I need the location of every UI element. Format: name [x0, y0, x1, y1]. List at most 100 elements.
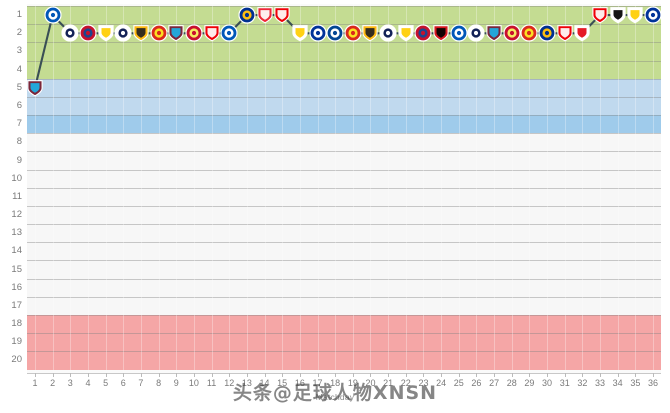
opponent-crest-icon[interactable]: [256, 7, 273, 24]
x-tick-label: 32: [577, 378, 588, 388]
gridline-h: [27, 315, 661, 316]
x-tick-label: 35: [630, 378, 641, 388]
gridline-v: [176, 4, 177, 373]
x-tick-label: 24: [436, 378, 447, 388]
gridline-h: [27, 206, 661, 207]
opponent-crest-icon[interactable]: [326, 24, 344, 42]
y-tick-label: 1: [16, 9, 22, 21]
y-tick-label: 9: [16, 154, 22, 166]
gridline-v: [159, 4, 160, 373]
gridline-v: [141, 4, 142, 373]
opponent-crest-icon[interactable]: [414, 24, 432, 42]
x-tick-label: 27: [489, 378, 500, 388]
gridline-v: [318, 4, 319, 373]
gridline-h: [27, 151, 661, 152]
opponent-crest-icon[interactable]: [61, 24, 79, 42]
x-axis: 1 2 3 4 5 6 7 8 9 10 11 12 13 14 15 16 17 18 19 20 21 22 23 24 2…: [27, 373, 661, 393]
opponent-crest-icon[interactable]: [132, 25, 149, 42]
gridline-h: [27, 260, 661, 261]
opponent-crest-icon[interactable]: [520, 24, 538, 42]
opponent-crest-icon[interactable]: [556, 25, 573, 42]
opponent-crest-icon[interactable]: [220, 24, 238, 42]
opponent-crest-icon[interactable]: [433, 25, 450, 42]
x-tick-mark: [282, 373, 283, 377]
x-tick-mark: [494, 373, 495, 377]
opponent-crest-icon[interactable]: [291, 25, 308, 42]
gridline-v: [547, 4, 548, 373]
gridline-h: [27, 188, 661, 189]
x-tick-label: 22: [400, 378, 411, 388]
opponent-crest-icon[interactable]: [467, 24, 485, 42]
opponent-crest-icon[interactable]: [344, 24, 362, 42]
x-tick-mark: [247, 373, 248, 377]
opponent-crest-icon[interactable]: [274, 7, 291, 24]
gridline-h: [27, 224, 661, 225]
x-tick-label: 13: [241, 378, 252, 388]
opponent-crest-icon[interactable]: [44, 6, 62, 24]
opponent-crest-icon[interactable]: [185, 24, 203, 42]
y-tick-label: 15: [11, 263, 22, 275]
zone-band-mid-table: [27, 133, 661, 315]
opponent-crest-icon[interactable]: [592, 7, 609, 24]
x-tick-mark: [141, 373, 142, 377]
opponent-crest-icon[interactable]: [238, 6, 256, 24]
opponent-crest-icon[interactable]: [397, 25, 414, 42]
opponent-crest-icon[interactable]: [203, 25, 220, 42]
gridline-v: [282, 4, 283, 373]
opponent-crest-icon[interactable]: [150, 24, 168, 42]
x-tick-label: 26: [471, 378, 482, 388]
x-tick-mark: [318, 373, 319, 377]
gridline-v: [512, 4, 513, 373]
x-tick-mark: [265, 373, 266, 377]
y-tick-label: 6: [16, 99, 22, 111]
gridline-v: [88, 4, 89, 373]
opponent-crest-icon[interactable]: [79, 24, 97, 42]
opponent-crest-icon[interactable]: [644, 6, 662, 24]
x-tick-label: 23: [418, 378, 429, 388]
x-tick-mark: [459, 373, 460, 377]
opponent-crest-icon[interactable]: [609, 7, 626, 24]
opponent-crest-icon[interactable]: [114, 24, 132, 42]
x-tick-mark: [194, 373, 195, 377]
x-tick-mark: [600, 373, 601, 377]
y-tick-label: 10: [11, 172, 22, 184]
y-tick-label: 20: [11, 354, 22, 366]
y-tick-label: 13: [11, 227, 22, 239]
x-tick-label: 25: [453, 378, 464, 388]
opponent-crest-icon[interactable]: [97, 25, 114, 42]
y-tick-label: 17: [11, 299, 22, 311]
y-tick-label: 18: [11, 318, 22, 330]
gridline-v: [123, 4, 124, 373]
opponent-crest-icon[interactable]: [27, 79, 44, 97]
y-tick-label: 11: [12, 190, 22, 202]
y-tick-label: 5: [16, 81, 22, 93]
gridline-v: [70, 4, 71, 373]
x-tick-mark: [300, 373, 301, 377]
opponent-crest-icon[interactable]: [627, 7, 644, 24]
gridline-v: [618, 4, 619, 373]
x-tick-label: 16: [294, 378, 305, 388]
x-tick-mark: [441, 373, 442, 377]
opponent-crest-icon[interactable]: [538, 24, 556, 42]
opponent-crest-icon[interactable]: [362, 25, 379, 42]
x-tick-mark: [388, 373, 389, 377]
opponent-crest-icon[interactable]: [309, 24, 326, 42]
x-tick-label: 3: [67, 378, 73, 388]
opponent-crest-icon[interactable]: [574, 25, 591, 42]
opponent-crest-icon[interactable]: [503, 24, 521, 42]
y-tick-label: 19: [11, 336, 22, 348]
y-tick-label: 16: [11, 281, 22, 293]
opponent-crest-icon[interactable]: [379, 24, 397, 42]
x-tick-mark: [582, 373, 583, 377]
opponent-crest-icon[interactable]: [168, 25, 185, 42]
x-tick-label: 2: [50, 378, 56, 388]
gridline-v: [229, 4, 230, 373]
x-tick-mark: [406, 373, 407, 377]
x-tick-mark: [35, 373, 36, 377]
gridline-v: [106, 4, 107, 373]
x-tick-label: 30: [542, 378, 553, 388]
opponent-crest-icon[interactable]: [450, 24, 468, 42]
x-tick-mark: [335, 373, 336, 377]
opponent-crest-icon[interactable]: [486, 25, 503, 42]
x-tick-mark: [653, 373, 654, 377]
